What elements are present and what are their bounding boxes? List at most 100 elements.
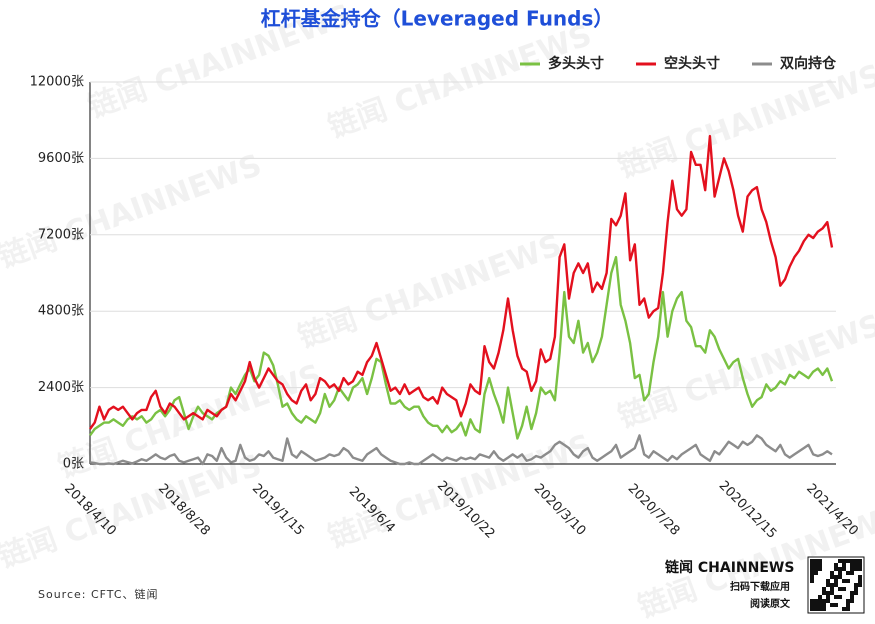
x-tick-label: 2020/12/15 (716, 478, 780, 542)
x-tick-label: 2020/3/10 (531, 481, 589, 539)
qr-cell (818, 559, 822, 563)
qr-cell (838, 575, 842, 579)
source: Source: CFTC、链闻 (38, 587, 159, 601)
qr-cell (842, 563, 846, 567)
qr-cell (834, 563, 838, 567)
qr-cell (850, 559, 854, 563)
qr-cell (826, 599, 830, 603)
qr-cell (822, 599, 826, 603)
qr-cell (814, 567, 818, 571)
qr-cell (810, 571, 814, 575)
qr-cell (854, 591, 858, 595)
qr-cell (822, 587, 826, 591)
qr-cell (814, 563, 818, 567)
qr-cell (810, 563, 814, 567)
series-line (89, 434, 833, 466)
qr-cell (830, 587, 834, 591)
y-tick-label: 7200张 (38, 227, 84, 242)
qr-cell (838, 571, 842, 575)
y-tick-label: 9600张 (38, 151, 84, 166)
qr-cell (822, 603, 826, 607)
y-tick-label: 4800张 (38, 304, 84, 319)
qr-cell (818, 603, 822, 607)
x-tick-label: 2020/7/28 (625, 481, 683, 539)
qr-cell (842, 607, 846, 611)
qr-cell (818, 595, 822, 599)
qr-cell (834, 567, 838, 571)
qr-cell (838, 567, 842, 571)
qr-cell (858, 575, 862, 579)
y-tick-label: 12000张 (30, 75, 84, 90)
brand-line: 扫码下载应用 (730, 580, 790, 593)
qr-cell (850, 563, 854, 567)
qr-cell (814, 571, 818, 575)
qr-cell (830, 583, 834, 587)
qr-cell (818, 607, 822, 611)
qr-cell (850, 595, 854, 599)
qr-cell (854, 587, 858, 591)
x-tick-label: 2019/1/15 (249, 481, 307, 539)
qr-cell (810, 599, 814, 603)
qr-cell (858, 559, 862, 563)
qr-cell (830, 575, 834, 579)
qr-cell (818, 563, 822, 567)
qr-cell (814, 607, 818, 611)
qr-cell (822, 607, 826, 611)
qr-cell (830, 591, 834, 595)
qr-cell (814, 603, 818, 607)
qr-cell (838, 559, 842, 563)
legend-label: 双向持仓 (780, 55, 837, 72)
qr-cell (842, 567, 846, 571)
qr-cell (854, 567, 858, 571)
series-line (89, 134, 834, 430)
qr-cell (814, 559, 818, 563)
qr-cell (826, 595, 830, 599)
qr-cell (854, 563, 858, 567)
qr-cell (846, 603, 850, 607)
qr-cell (810, 579, 814, 583)
qr-cell (846, 607, 850, 611)
qr-cell (810, 607, 814, 611)
chart-title: 杠杆基金持仓（Leveraged Funds） (261, 7, 614, 31)
qr-cell (830, 603, 834, 607)
qr-cell (830, 571, 834, 575)
qr-cell (842, 559, 846, 563)
qr-cell (826, 591, 830, 595)
qr-cell (846, 579, 850, 583)
qr-cell (826, 579, 830, 583)
legend-label: 空头头寸 (664, 55, 720, 72)
qr-cell (818, 567, 822, 571)
brand-line: 阅读原文 (750, 597, 791, 610)
brand: 链闻 CHAINNEWS (665, 559, 794, 576)
series-line (89, 255, 834, 440)
qr-cell (854, 559, 858, 563)
qr-cell (810, 575, 814, 579)
qr-cell (858, 567, 862, 571)
qr-cell (842, 587, 846, 591)
y-tick-label: 0张 (63, 457, 84, 472)
qr-cell (850, 591, 854, 595)
qr-cell (854, 583, 858, 587)
qr-cell (858, 579, 862, 583)
watermark: 链闻 CHAINNEWS (0, 448, 266, 576)
qr-cell (834, 579, 838, 583)
qr-cell (858, 583, 862, 587)
qr-cell (834, 583, 838, 587)
watermark: 链闻 CHAINNEWS (294, 228, 567, 356)
qr-cell (822, 591, 826, 595)
qr-cell (818, 599, 822, 603)
legend-label: 多头头寸 (548, 55, 604, 72)
qr-cell (842, 579, 846, 583)
qr-cell (810, 567, 814, 571)
qr-cell (846, 571, 850, 575)
qr-cell (850, 599, 854, 603)
qr-cell (850, 571, 854, 575)
qr-cell (838, 595, 842, 599)
qr-cell (814, 599, 818, 603)
qr-cell (834, 595, 838, 599)
qr-cell (850, 567, 854, 571)
qr-cell (834, 603, 838, 607)
qr-cell (826, 583, 830, 587)
